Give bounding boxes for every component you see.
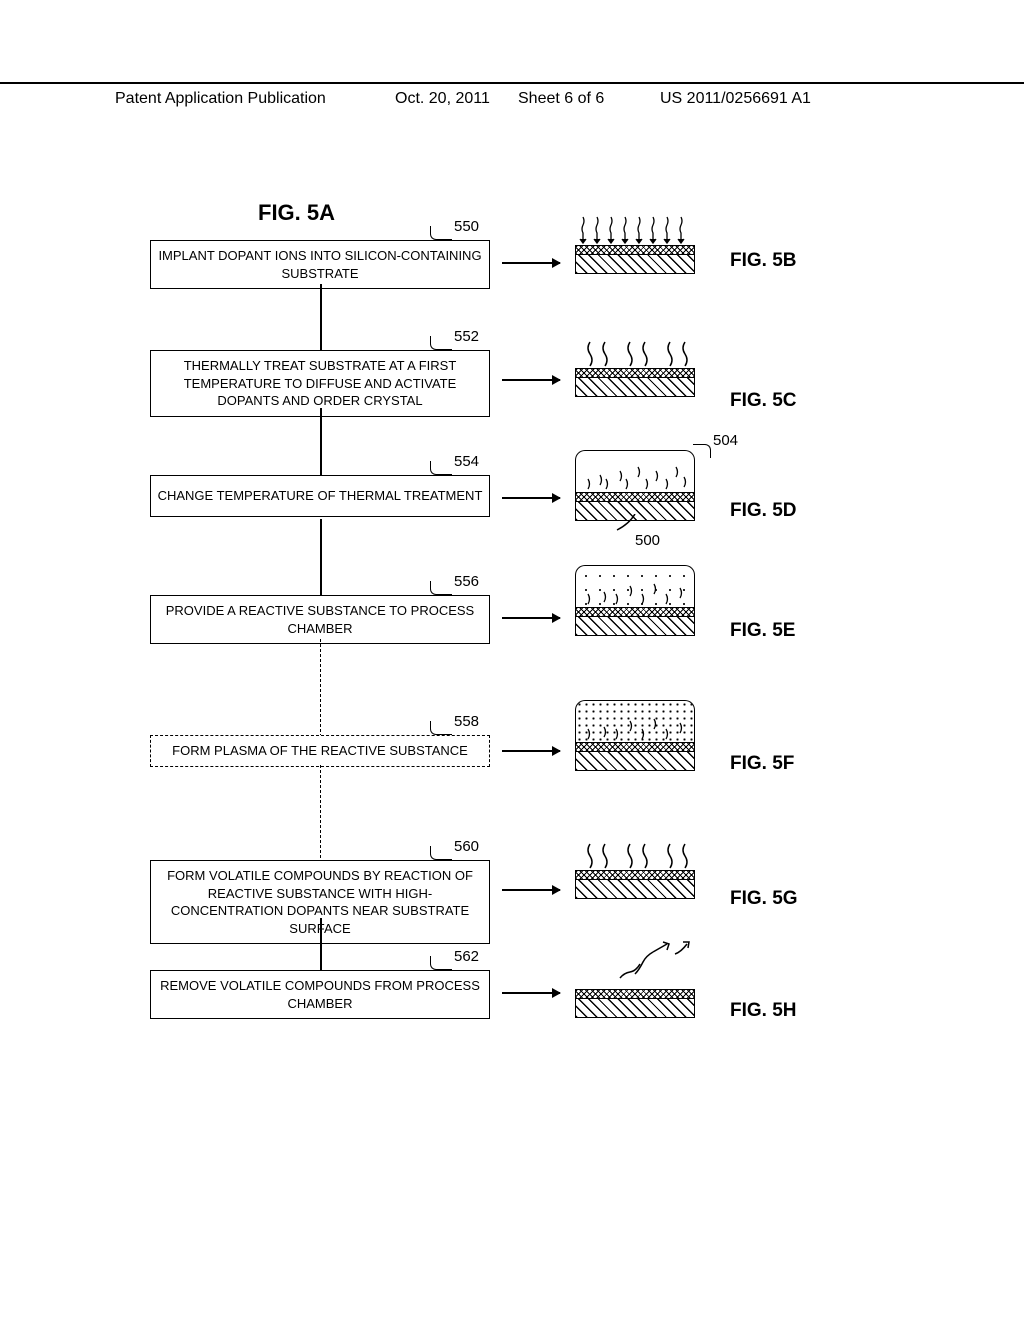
step-box-558: FORM PLASMA OF THE REACTIVE SUBSTANCE xyxy=(150,735,490,767)
subfig-label-5f: FIG. 5F xyxy=(730,753,794,775)
step-box-562: REMOVE VOLATILE COMPOUNDS FROM PROCESS C… xyxy=(150,970,490,1019)
ref-556: 556 xyxy=(454,573,479,590)
main-figure-label: FIG. 5A xyxy=(258,200,335,226)
ref-560: 560 xyxy=(454,838,479,855)
arrow-icon xyxy=(502,497,560,499)
ref-550: 550 xyxy=(454,218,479,235)
step-box-554: CHANGE TEMPERATURE OF THERMAL TREATMENT xyxy=(150,475,490,517)
subfig-5b xyxy=(575,215,715,274)
subfig-5e xyxy=(575,565,715,636)
step-box-550: IMPLANT DOPANT IONS INTO SILICON-CONTAIN… xyxy=(150,240,490,289)
step-box-556: PROVIDE A REACTIVE SUBSTANCE TO PROCESS … xyxy=(150,595,490,644)
callout-500: 500 xyxy=(635,532,660,549)
subfig-5f xyxy=(575,700,715,771)
arrow-icon xyxy=(502,992,560,994)
ref-554: 554 xyxy=(454,453,479,470)
subfig-label-5d: FIG. 5D xyxy=(730,500,797,522)
arrow-icon xyxy=(502,379,560,381)
arrow-icon xyxy=(502,889,560,891)
header-publication: Patent Application Publication xyxy=(115,90,326,108)
subfig-label-5g: FIG. 5G xyxy=(730,888,798,910)
subfig-label-5e: FIG. 5E xyxy=(730,620,795,642)
subfig-5d: 504 500 xyxy=(575,450,715,521)
arrow-icon xyxy=(502,262,560,264)
step-box-552: THERMALLY TREAT SUBSTRATE AT A FIRST TEM… xyxy=(150,350,490,417)
subfig-label-5b: FIG. 5B xyxy=(730,250,797,272)
callout-504: 504 xyxy=(713,432,738,449)
page-header: Patent Application Publication Oct. 20, … xyxy=(0,82,1024,90)
header-pubno: US 2011/0256691 A1 xyxy=(660,90,811,108)
subfig-label-5h: FIG. 5H xyxy=(730,1000,797,1022)
ref-552: 552 xyxy=(454,328,479,345)
subfig-label-5c: FIG. 5C xyxy=(730,390,797,412)
header-date: Oct. 20, 2011 xyxy=(395,90,490,108)
arrow-icon xyxy=(502,750,560,752)
ref-562: 562 xyxy=(454,948,479,965)
subfig-5c xyxy=(575,340,715,397)
subfig-5h xyxy=(575,940,715,1018)
arrow-icon xyxy=(502,617,560,619)
header-sheet: Sheet 6 of 6 xyxy=(518,90,604,108)
ref-558: 558 xyxy=(454,713,479,730)
subfig-5g xyxy=(575,842,715,899)
